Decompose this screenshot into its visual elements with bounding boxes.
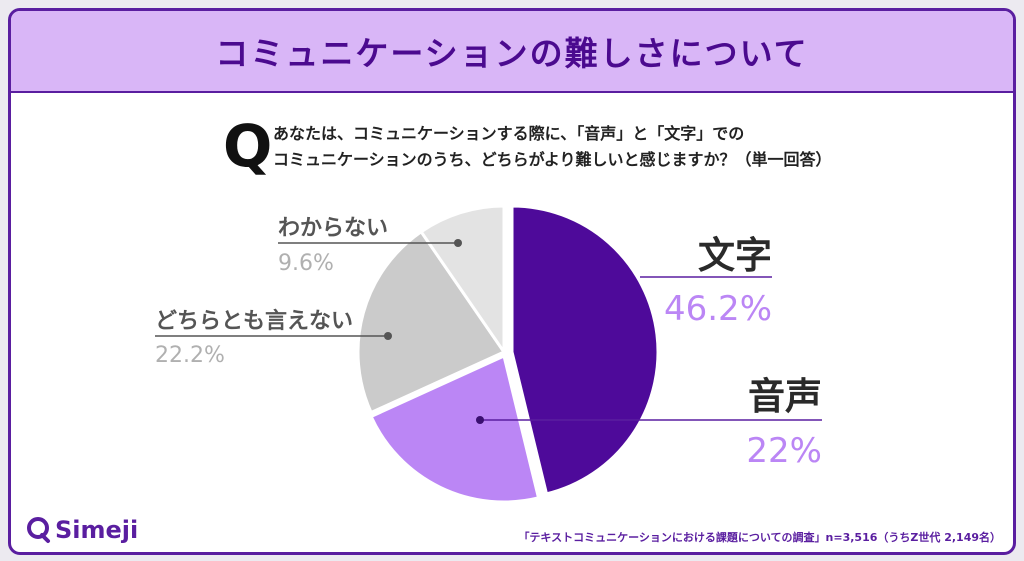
label-moji: 文字: [698, 234, 772, 277]
label-onsei-value: 22%: [746, 431, 822, 471]
slice-onsei: [369, 353, 541, 504]
leader-wakaranai-dot: [454, 239, 462, 247]
question-line-1: あなたは、コミュニケーションする際に、「音声」と「文字」での: [273, 124, 745, 143]
page-title: コミュニケーションの難しさについて: [215, 34, 809, 73]
label-dochira: どちらとも言えない: [155, 308, 353, 334]
source-note: 「テキストコミュニケーションにおける課題についての調査」n=3,516（うちZ世…: [518, 531, 1001, 544]
label-wakaranai: わからない: [278, 216, 388, 241]
leader-onsei-dot: [476, 416, 484, 424]
simeji-logo: Simeji: [25, 516, 138, 544]
leader-dochira-dot: [384, 332, 392, 340]
question-line-2: コミュニケーションのうち、どちらがより難しいと感じますか？（単一回答）: [273, 150, 832, 169]
slice-moji: [510, 204, 660, 496]
label-onsei: 音声: [748, 375, 822, 418]
slice-dochira: [356, 229, 507, 415]
title-banner: コミュニケーションの難しさについて: [11, 11, 1013, 93]
logo-text: Simeji: [55, 516, 139, 544]
label-wakaranai-value: 9.6%: [278, 251, 334, 276]
question-mark: Q: [223, 112, 273, 180]
speech-bubble-icon: [27, 517, 50, 543]
label-moji-value: 46.2%: [664, 289, 772, 329]
label-dochira-value: 22.2%: [155, 343, 225, 368]
question-text: あなたは、コミュニケーションする際に、「音声」と「文字」での コミュニケーション…: [273, 121, 913, 173]
